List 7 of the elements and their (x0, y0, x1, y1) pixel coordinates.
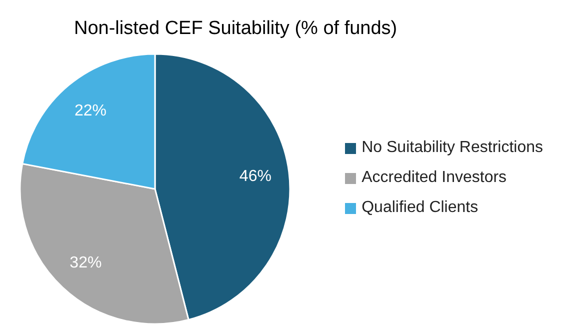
data-label: 22% (74, 102, 106, 120)
chart-title: Non-listed CEF Suitability (% of funds) (74, 18, 398, 40)
legend-label: No Suitability Restrictions (362, 138, 543, 158)
legend-label: Qualified Clients (362, 198, 478, 218)
legend-label: Accredited Investors (362, 168, 507, 188)
data-label: 32% (70, 254, 102, 272)
data-label: 46% (239, 168, 272, 185)
